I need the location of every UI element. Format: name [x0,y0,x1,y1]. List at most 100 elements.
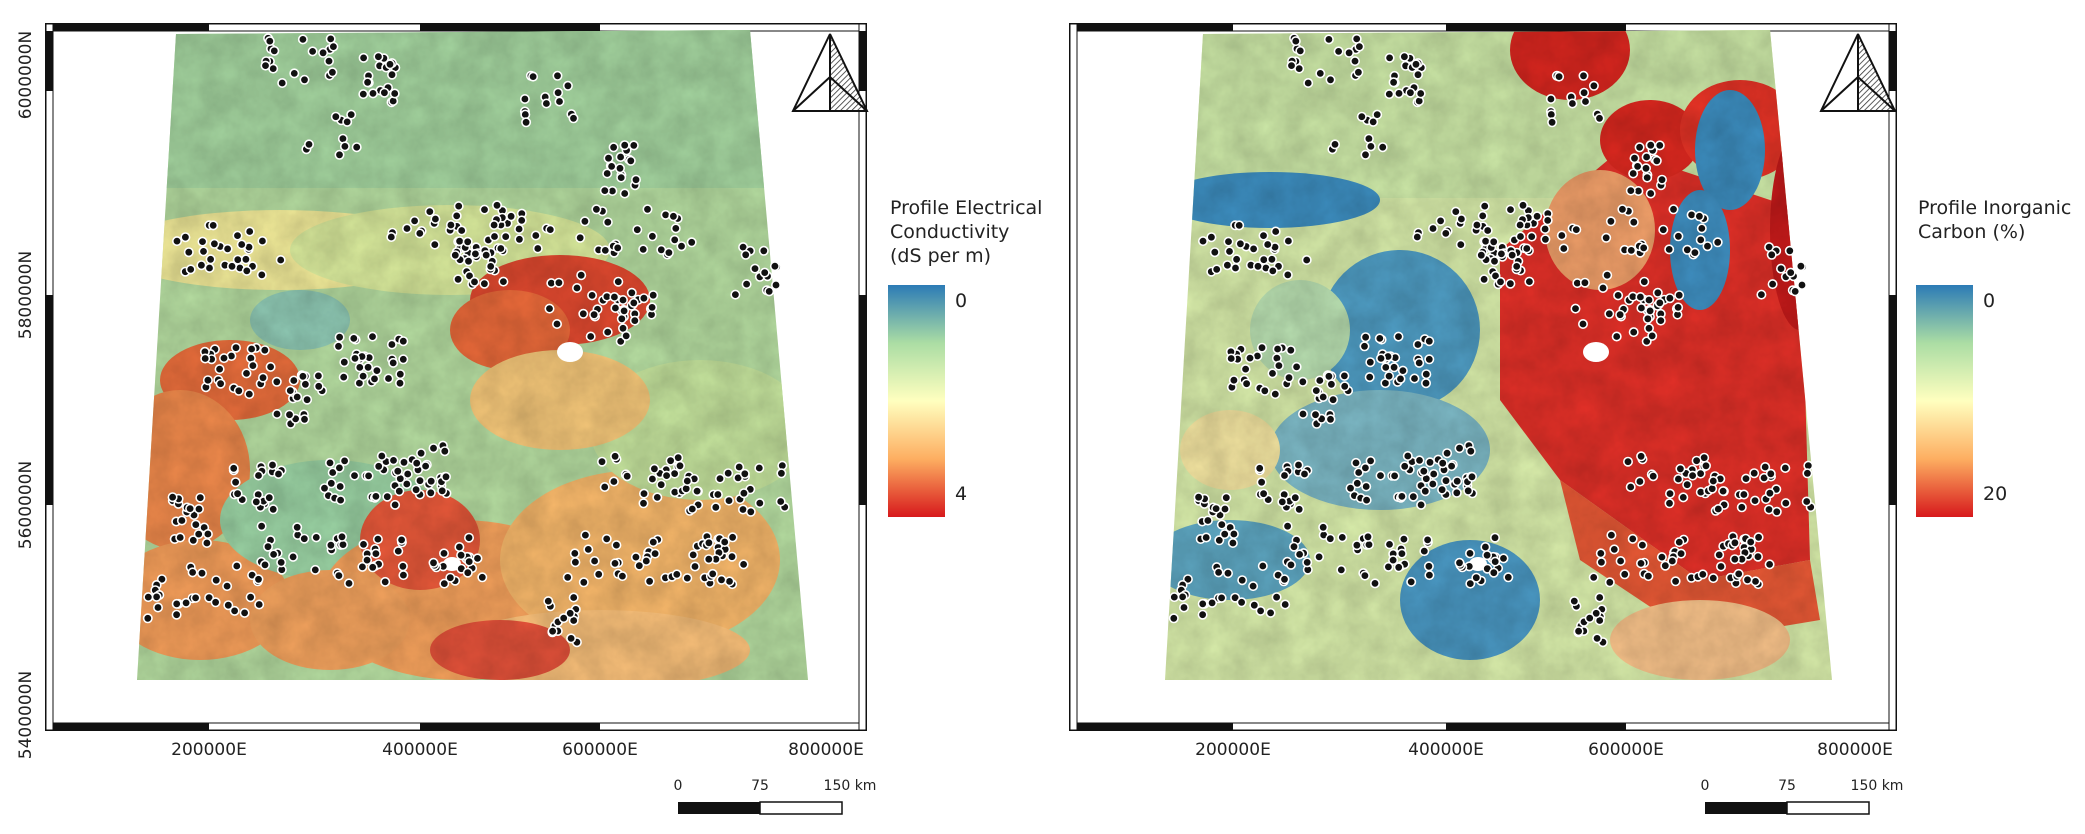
sample-point [652,492,663,503]
sample-point [650,548,661,559]
sample-point [175,532,186,543]
sample-point [1228,375,1239,386]
sample-point [571,282,582,293]
sample-point [589,555,600,566]
sample-point [726,551,737,562]
sample-point [739,468,750,479]
sample-point [587,290,598,301]
sample-point [267,459,278,470]
sample-point [625,155,636,166]
sample-point [1651,155,1662,166]
sample-point [1283,236,1294,247]
sample-point [1227,537,1238,548]
sample-point [1521,243,1532,254]
sample-point [358,371,369,382]
sample-point [425,487,436,498]
sample-point [647,302,658,313]
sample-point [723,495,734,506]
sample-point [608,476,619,487]
sample-point [445,572,456,583]
sample-point [1193,492,1204,503]
sample-point [358,52,369,63]
sample-point [1455,239,1466,250]
sample-point [1328,394,1339,405]
sample-point [578,577,589,588]
sample-point [1657,174,1668,185]
sample-point [1258,230,1269,241]
sample-point [208,220,219,231]
sample-point [1532,211,1543,222]
sample-point [151,591,162,602]
sample-point [411,484,422,495]
sample-point [1638,242,1649,253]
sample-point [1477,210,1488,221]
sample-point [1695,468,1706,479]
sample-point [554,96,565,107]
sample-point [227,261,238,272]
sample-point [578,308,589,319]
sample-point [1602,270,1613,281]
sample-point [1435,215,1446,226]
sample-point [171,609,182,620]
sample-point [612,242,623,253]
sample-point [1398,534,1409,545]
legend-color-ramp [1916,285,1973,517]
sample-point [1245,353,1256,364]
sample-point [628,297,639,308]
sample-point [268,549,279,560]
sample-point [1505,278,1516,289]
sample-point [1231,254,1242,265]
sample-point [1642,313,1653,324]
sample-point [1360,332,1371,343]
sample-point [1272,343,1283,354]
sample-point [1253,261,1264,272]
sample-point [1280,599,1291,610]
sample-point [284,409,295,420]
sample-point [1645,305,1656,316]
sample-point [638,498,649,509]
sample-point [1673,302,1684,313]
sample-point [613,276,624,287]
sample-point [402,468,413,479]
sample-point [1636,451,1647,462]
sample-point [386,339,397,350]
sample-point [617,571,628,582]
sample-point [327,67,338,78]
sample-point [754,462,765,473]
sample-point [1267,265,1278,276]
sample-point [1228,528,1239,539]
sample-point [256,521,267,532]
sample-point [1344,47,1355,58]
sample-point [190,592,201,603]
sample-point [1682,479,1693,490]
sample-point [1615,309,1626,320]
sample-point [1626,245,1637,256]
sample-point [1641,163,1652,174]
sample-point [1691,455,1702,466]
x-tick-label: 600000E [562,740,638,760]
sample-point [1476,250,1487,261]
sample-point [1479,201,1490,212]
x-tick-label: 800000E [788,740,864,760]
sample-point [1216,519,1227,530]
sample-point [349,470,360,481]
sample-point [204,262,215,273]
sample-point [1290,36,1301,47]
sample-point [1421,378,1432,389]
sample-point [376,450,387,461]
sample-point [1765,468,1776,479]
sample-point [222,581,233,592]
sample-point [397,561,408,572]
sample-point [450,250,461,261]
sample-point [1315,68,1326,79]
sample-point [1795,261,1806,272]
sample-point [521,117,532,128]
sample-point [481,250,492,261]
sample-point [1673,231,1684,242]
sample-point [1303,78,1314,89]
sample-point [1384,539,1395,550]
legend-electrical-conductivity: Profile Electrical Conductivity (dS per … [888,197,1042,517]
sample-point [429,239,440,250]
sample-point [236,239,247,250]
sample-point [1738,489,1749,500]
